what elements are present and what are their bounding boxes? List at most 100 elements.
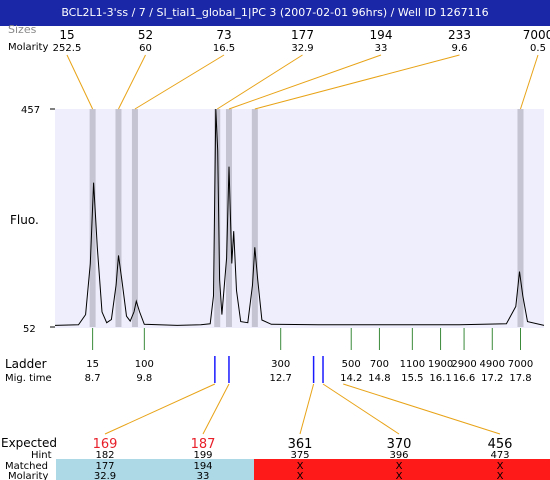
matched-value: X xyxy=(396,461,403,472)
expected-status-cell xyxy=(155,459,254,480)
expected-table: 16918217732.918719919433361375XX370396XX… xyxy=(56,437,550,480)
peak-size-label: 194 xyxy=(370,28,393,42)
row-label-molarity: Molarity xyxy=(8,42,48,53)
peak-leader-line xyxy=(134,54,225,110)
peak-molarity-label: 252.5 xyxy=(53,43,82,54)
ladder-mig-time-label: 14.8 xyxy=(368,373,390,384)
expected-status-cell xyxy=(351,459,449,480)
peak-leader-line xyxy=(216,54,303,110)
peak-size-label: 52 xyxy=(138,28,153,42)
expected-size-value: 456 xyxy=(488,437,513,452)
plot-area xyxy=(55,109,544,328)
expected-leader-line xyxy=(299,383,315,435)
y-axis-top-label: 457 xyxy=(21,105,40,116)
peak-size-label: 7000 xyxy=(523,28,550,42)
peak-molarity-label: 32.9 xyxy=(291,43,313,54)
expected-leader-line xyxy=(104,383,216,435)
peak-molarity-label: 9.6 xyxy=(452,43,468,54)
hint-value: 396 xyxy=(389,450,408,461)
ladder-size-label: 4900 xyxy=(480,359,505,370)
peak-leader-line xyxy=(520,54,539,110)
peak-size-label: 15 xyxy=(59,28,74,42)
row-label-hint: Hint xyxy=(31,450,52,461)
ladder-mig-time-label: 16.1 xyxy=(429,373,451,384)
matched-molarity-value: X xyxy=(396,471,403,480)
ladder-mig-time-label: 17.8 xyxy=(509,373,531,384)
matched-molarity-value: X xyxy=(497,471,504,480)
peak-leader-line xyxy=(228,54,382,110)
peak-molarity-label: 16.5 xyxy=(213,43,235,54)
peak-size-label: 233 xyxy=(448,28,471,42)
peak-band xyxy=(517,109,524,327)
peak-size-label: 177 xyxy=(291,28,314,42)
hint-value: 473 xyxy=(490,450,509,461)
expected-status-cell xyxy=(449,459,550,480)
ladder-size-label: 300 xyxy=(271,359,290,370)
row-label-molarity-bottom: Molarity xyxy=(8,471,48,480)
row-label-matched: Matched xyxy=(5,461,48,472)
ladder-size-label: 700 xyxy=(370,359,389,370)
peak-band xyxy=(214,109,221,327)
title-bar: BCL2L1-3'ss / 7 / SI_tial1_global_1|PC 3… xyxy=(0,0,550,26)
peak-molarity-label: 60 xyxy=(139,43,152,54)
row-label-ladder: Ladder xyxy=(5,357,47,371)
ladder-mig-time-label: 14.2 xyxy=(340,373,362,384)
hint-value: 182 xyxy=(95,450,114,461)
ladder-labels: 15 8.7 100 9.8 300 12.7 500 14.2 700 14.8 1100 15.5… xyxy=(85,359,534,384)
hint-value: 375 xyxy=(290,450,309,461)
ladder-size-label: 1900 xyxy=(428,359,453,370)
peak-band xyxy=(131,109,138,327)
ladder-size-label: 1100 xyxy=(400,359,425,370)
top-leader-lines xyxy=(66,54,539,110)
expected-size-value: 187 xyxy=(191,437,216,452)
chart-title: BCL2L1-3'ss / 7 / SI_tial1_global_1|PC 3… xyxy=(61,6,489,19)
expected-status-cell xyxy=(254,459,351,480)
expected-leader-line xyxy=(322,383,400,435)
expected-leader-line xyxy=(202,383,230,435)
ladder-size-label: 7000 xyxy=(508,359,533,370)
matched-value: 177 xyxy=(95,461,114,472)
hint-value: 199 xyxy=(193,450,212,461)
expected-leader-line xyxy=(343,383,501,435)
ladder-mig-time-label: 17.2 xyxy=(481,373,503,384)
ladder-mig-time-label: 15.5 xyxy=(401,373,423,384)
row-label-fluo: Fluo. xyxy=(10,213,39,227)
peak-band xyxy=(251,109,258,327)
expected-size-value: 361 xyxy=(288,437,313,452)
y-axis-bottom-label: 52 xyxy=(23,324,36,335)
ladder-mig-time-label: 8.7 xyxy=(85,373,101,384)
ladder-size-label: 100 xyxy=(135,359,154,370)
ladder-mig-time-label: 16.6 xyxy=(453,373,475,384)
peak-leader-line xyxy=(254,54,460,110)
row-label-mig-time: Mig. time xyxy=(5,373,52,384)
expected-leader-lines xyxy=(104,383,501,435)
expected-size-value: 370 xyxy=(387,437,412,452)
row-label-expected: Expected xyxy=(1,436,57,450)
expected-status-cell xyxy=(56,459,155,480)
matched-molarity-value: 32.9 xyxy=(94,471,116,480)
matched-molarity-value: 33 xyxy=(197,471,210,480)
matched-value: X xyxy=(497,461,504,472)
row-label-sizes: Sizes xyxy=(8,23,37,36)
peak-band xyxy=(115,109,122,327)
ladder-size-label: 500 xyxy=(342,359,361,370)
ladder-size-label: 15 xyxy=(86,359,99,370)
ladder-size-label: 2900 xyxy=(451,359,476,370)
fluorescence-trace xyxy=(54,108,545,326)
peak-leader-line xyxy=(118,54,146,110)
peak-molarity-label: 33 xyxy=(375,43,388,54)
matched-molarity-value: X xyxy=(297,471,304,480)
ladder-ticks xyxy=(92,328,521,350)
ladder-markers xyxy=(214,356,324,383)
peak-band xyxy=(225,109,232,327)
matched-value: X xyxy=(297,461,304,472)
matched-value: 194 xyxy=(193,461,212,472)
peak-size-label: 73 xyxy=(216,28,231,42)
ladder-mig-time-label: 9.8 xyxy=(136,373,152,384)
ladder-mig-time-label: 12.7 xyxy=(270,373,292,384)
peak-leader-line xyxy=(66,54,94,110)
expected-size-value: 169 xyxy=(93,437,118,452)
peak-molarity-label: 0.5 xyxy=(530,43,546,54)
